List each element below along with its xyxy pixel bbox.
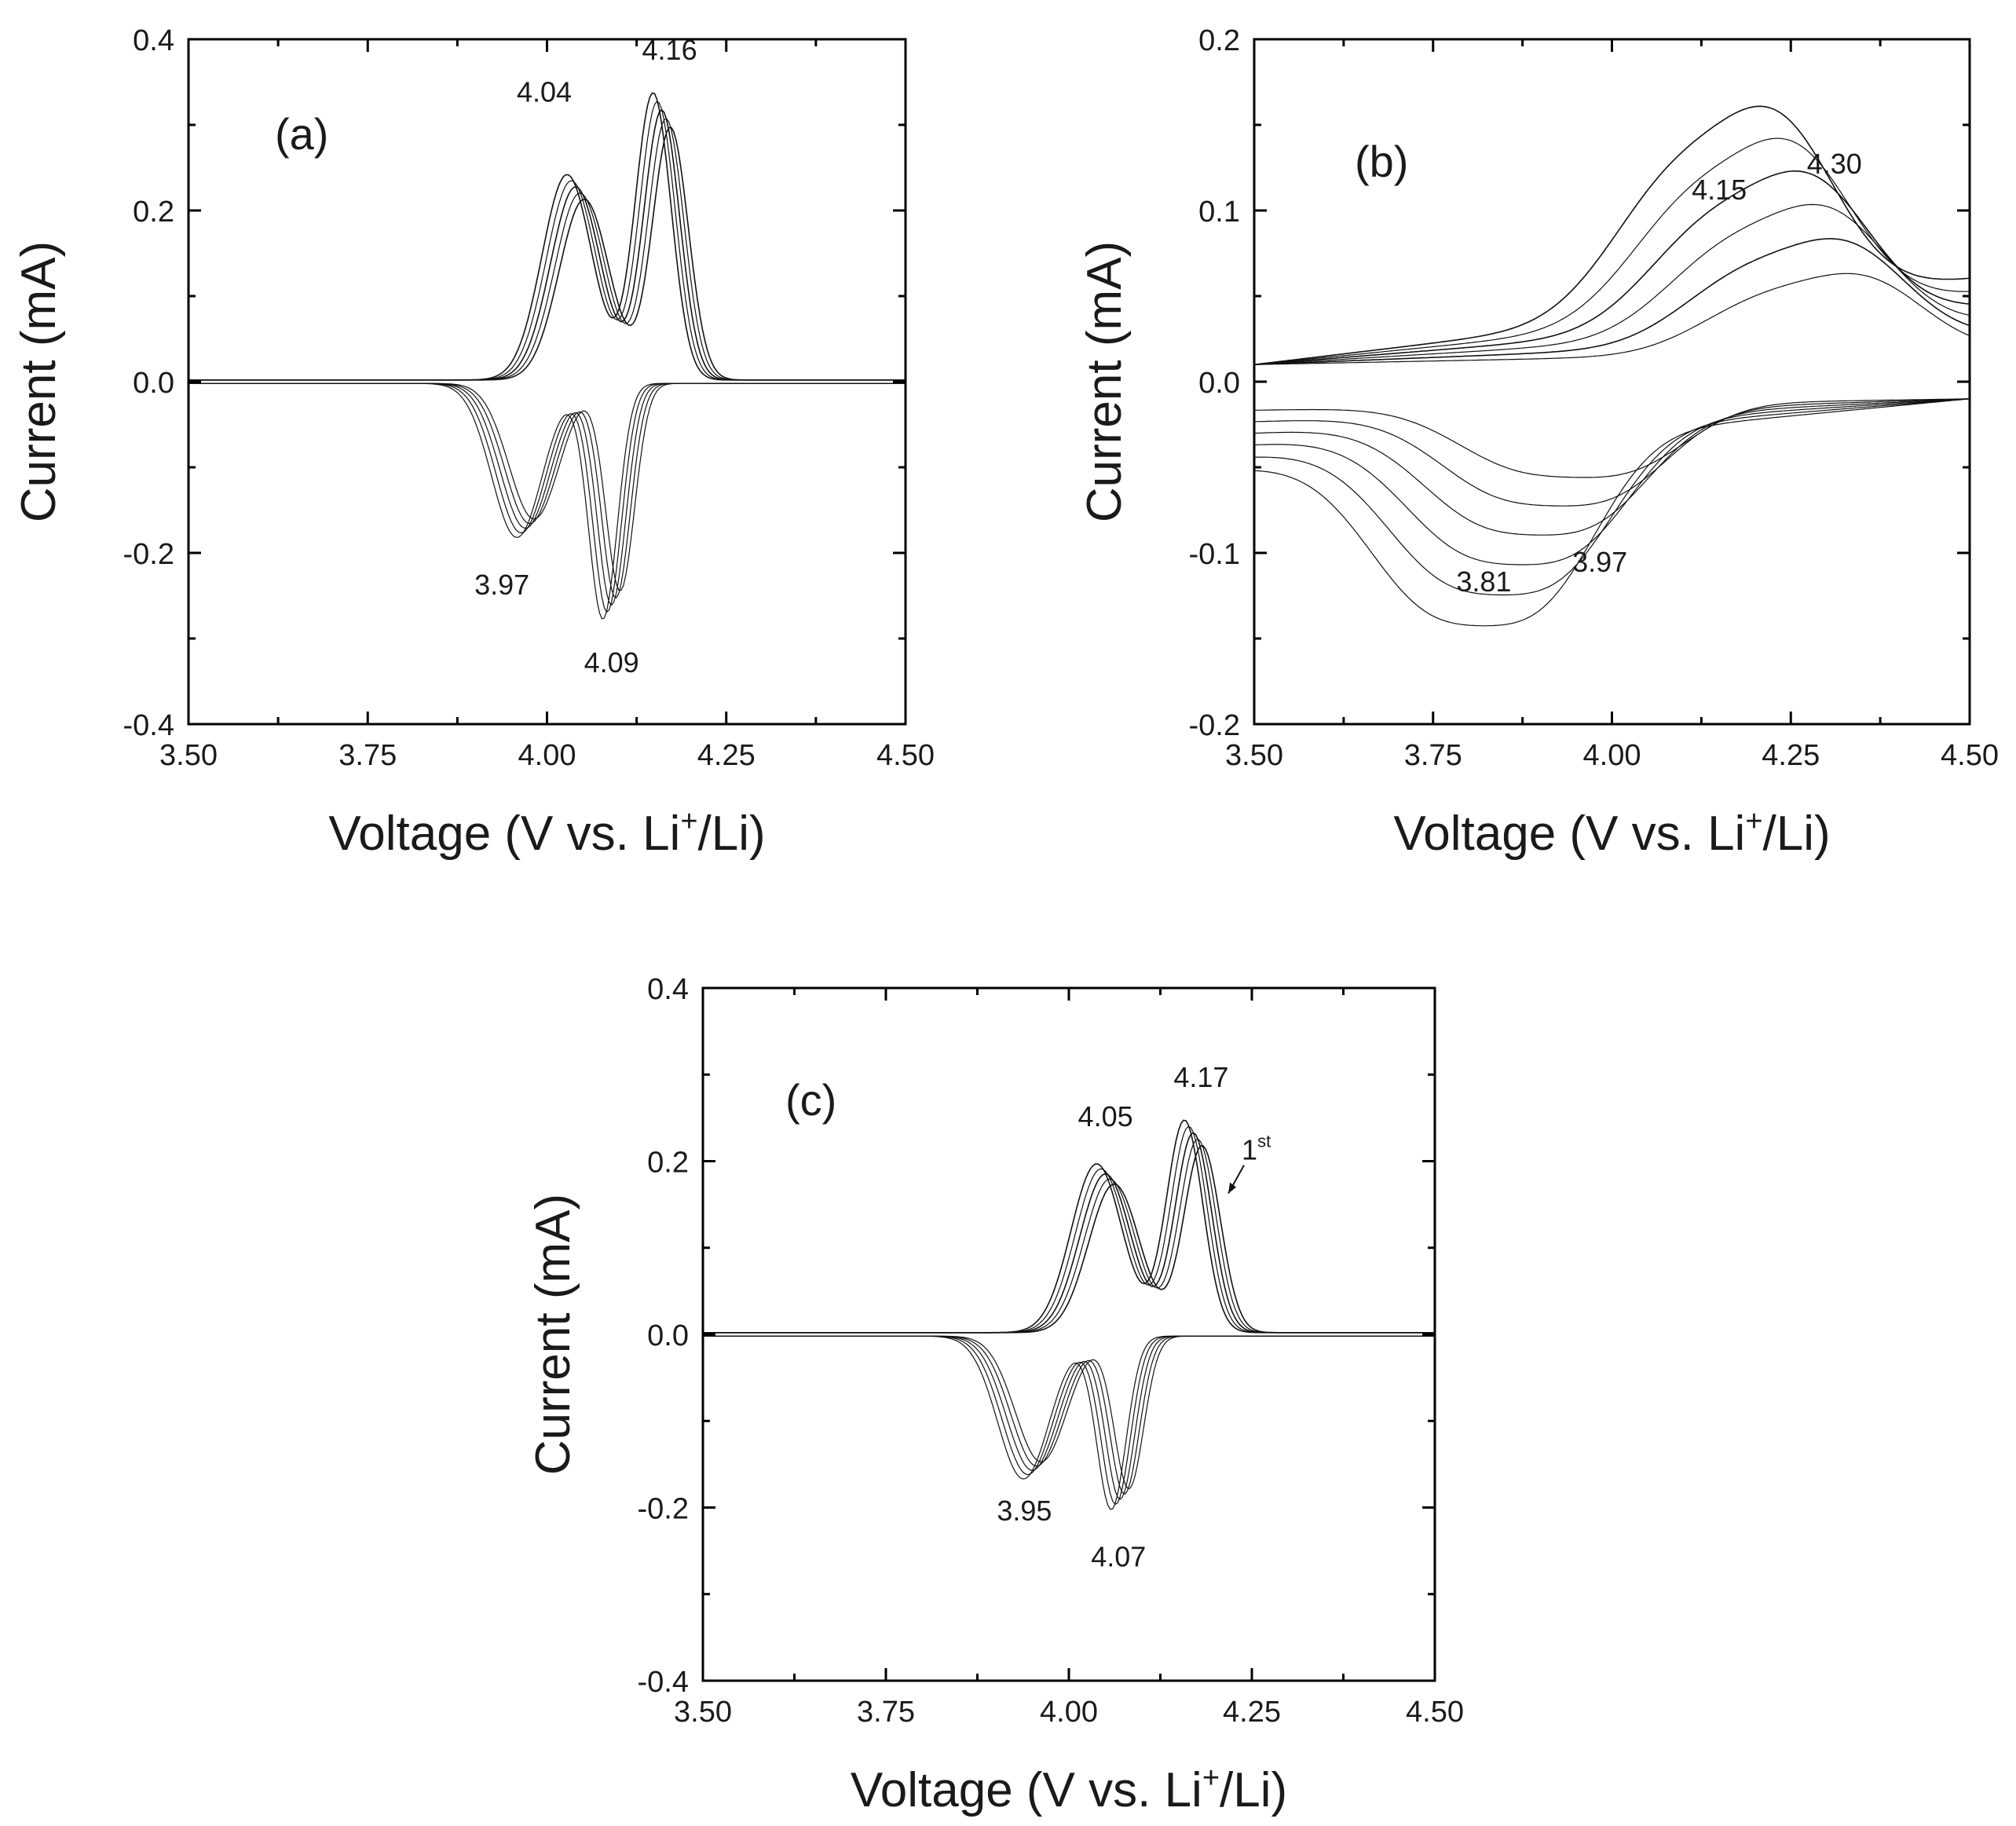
cv-cycle-curve (1254, 203, 1970, 365)
panel-b: 3.50 3.75 4.00 4.25 4.50 -0.2 -0.1 0.0 0.1 0.2 Vol… (1078, 24, 1999, 861)
cv-cycle-curve (703, 1145, 1435, 1334)
y-tick-label: 0.0 (1198, 367, 1240, 400)
y-tick-label: 0.0 (647, 1319, 689, 1352)
cathodic-peak-label: 4.09 (584, 646, 639, 679)
x-tick-label: 3.75 (1404, 739, 1462, 772)
y-tick-label: -0.1 (1189, 538, 1240, 571)
cv-cycle-curve (1254, 398, 1970, 536)
cathodic-peak-label: 3.95 (997, 1495, 1052, 1527)
cathodic-peak-label: 4.07 (1091, 1541, 1146, 1573)
cv-cycle-curve (188, 382, 906, 613)
y-tick-label: 0.2 (1198, 24, 1240, 57)
x-tick-label: 4.50 (876, 739, 935, 772)
y-tick-label: -0.2 (638, 1493, 689, 1526)
cv-curves (188, 92, 906, 620)
y-tick-label: -0.2 (1189, 709, 1240, 742)
x-tick-label: 4.50 (1406, 1696, 1464, 1729)
cv-curves (703, 1119, 1435, 1510)
x-tick-label: 4.25 (697, 739, 756, 772)
cv-cycle-curve (1254, 398, 1970, 565)
x-tick-label: 4.50 (1941, 739, 1999, 772)
y-tick-label: -0.4 (638, 1666, 689, 1699)
x-axis-title: Voltage (V vs. Li+/Li) (1393, 805, 1830, 861)
x-tick-label: 3.50 (674, 1696, 732, 1729)
cathodic-peak-label: 3.97 (474, 569, 529, 601)
panel-c: 3.50 3.75 4.00 4.25 4.50 -0.4 -0.2 0.0 0.2 0.4 Vol… (526, 973, 1464, 1817)
y-tick-label: 0.2 (133, 196, 174, 229)
cv-cycle-curve (1254, 398, 1970, 478)
cv-cycle-curve (703, 1335, 1435, 1510)
x-tick-label: 3.75 (338, 739, 397, 772)
cv-cycle-curve (1254, 105, 1970, 365)
panel-label: (b) (1355, 137, 1408, 186)
panel-a: 3.50 3.75 4.00 4.25 4.50 -0.4 -0.2 0.0 0.2 0.4 Vol… (12, 24, 935, 861)
anodic-peak-label: 4.30 (1807, 148, 1862, 180)
first-cycle-label: 1st (1242, 1132, 1271, 1166)
x-tick-label: 4.00 (1583, 739, 1641, 772)
cv-cycle-curve (1254, 170, 1970, 365)
y-axis-title: Current (mA) (12, 241, 66, 522)
cv-cycle-curve (703, 1335, 1435, 1500)
cv-cycle-curve (1254, 238, 1970, 365)
cv-cycle-curve (703, 1335, 1435, 1495)
y-axis-title: Current (mA) (1078, 241, 1132, 522)
cathodic-peak-label: 3.97 (1572, 546, 1627, 578)
x-tick-label: 3.50 (1225, 739, 1283, 772)
cv-cycle-curve (703, 1335, 1435, 1489)
cathodic-peak-label: 3.81 (1456, 565, 1511, 598)
anodic-peak-label: 4.04 (517, 75, 572, 108)
cv-cycle-curve (703, 1138, 1435, 1334)
cv-curves (1254, 105, 1970, 627)
y-tick-label: 0.4 (647, 973, 689, 1006)
cv-cycle-curve (188, 382, 906, 599)
x-axis-title: Voltage (V vs. Li+/Li) (851, 1762, 1287, 1817)
y-tick-label: -0.2 (123, 538, 174, 571)
cv-cycle-curve (1254, 398, 1970, 596)
cv-cycle-curve (188, 382, 906, 591)
y-tick-label: 0.4 (133, 24, 174, 57)
anodic-peak-label: 4.05 (1078, 1100, 1133, 1133)
cv-cycle-curve (188, 126, 906, 381)
panel-label: (c) (785, 1075, 836, 1125)
anodic-peak-label: 4.15 (1692, 174, 1747, 206)
x-tick-label: 3.75 (857, 1696, 915, 1729)
x-tick-label: 4.00 (1040, 1696, 1098, 1729)
y-tick-label: -0.4 (123, 709, 174, 742)
anodic-peak-label: 4.17 (1173, 1061, 1228, 1093)
y-tick-label: 0.1 (1198, 196, 1240, 229)
x-tick-label: 4.25 (1223, 1696, 1281, 1729)
x-axis-title: Voltage (V vs. Li+/Li) (328, 805, 765, 861)
x-tick-label: 4.00 (518, 739, 576, 772)
cv-cycle-curve (1254, 273, 1970, 365)
x-tick-label: 3.50 (159, 739, 218, 772)
x-tick-label: 4.25 (1762, 739, 1820, 772)
anodic-peak-label: 4.16 (642, 34, 697, 66)
arrow-head-icon (1228, 1182, 1237, 1194)
y-axis-title: Current (mA) (526, 1194, 580, 1475)
cv-cycle-curve (703, 1335, 1435, 1506)
y-tick-label: 0.0 (133, 367, 174, 400)
cv-cycle-curve (1254, 398, 1970, 507)
y-tick-label: 0.2 (647, 1147, 689, 1180)
cv-cycle-curve (1254, 398, 1970, 627)
panel-label: (a) (275, 109, 328, 159)
